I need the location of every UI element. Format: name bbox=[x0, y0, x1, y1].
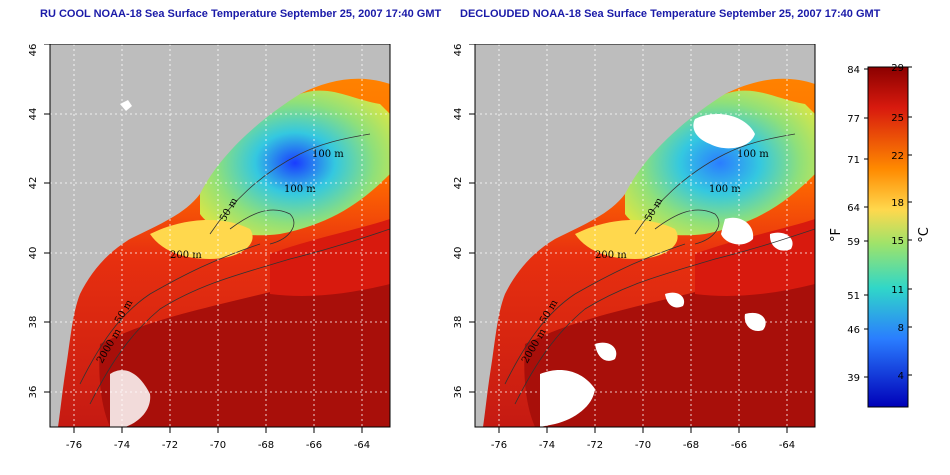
left-sst-map: 100 m 100 m 50 m 200 m 50 m 2000 m -76 -… bbox=[0, 44, 400, 464]
shelf-warm-water bbox=[575, 219, 678, 259]
cloud-patch bbox=[665, 292, 685, 308]
lat-tick-label: 36 bbox=[28, 386, 39, 399]
y-tick-marks bbox=[469, 44, 475, 393]
lat-tick-label: 42 bbox=[28, 177, 39, 190]
lat-tick-label: 44 bbox=[453, 108, 464, 121]
x-tick-marks bbox=[498, 427, 788, 433]
celsius-tick-label: 8 bbox=[898, 323, 904, 334]
lon-tick-label: -74 bbox=[539, 440, 555, 451]
lon-tick-label: -66 bbox=[731, 440, 747, 451]
lat-tick-label: 42 bbox=[453, 177, 464, 190]
land-mass bbox=[475, 44, 815, 427]
colorbar-gradient bbox=[867, 66, 909, 408]
left-panel-title: RU COOL NOAA-18 Sea Surface Temperature … bbox=[40, 8, 442, 20]
lon-tick-label: -76 bbox=[491, 440, 507, 451]
lon-tick-label: -74 bbox=[114, 440, 130, 451]
lat-tick-label: 46 bbox=[453, 44, 464, 56]
celsius-tick-label: 22 bbox=[891, 151, 904, 162]
warm-water-patch bbox=[270, 219, 390, 296]
lat-tick-label: 38 bbox=[28, 316, 39, 329]
cloud-patch bbox=[110, 370, 151, 427]
lat-tick-label: 36 bbox=[453, 386, 464, 399]
lon-tick-label: -72 bbox=[587, 440, 603, 451]
lat-tick-label: 38 bbox=[453, 316, 464, 329]
contour-label-200m: 200 m bbox=[595, 250, 627, 261]
celsius-tick-label: 18 bbox=[891, 198, 904, 209]
x-tick-marks bbox=[73, 427, 363, 433]
fahrenheit-tick-label: 46 bbox=[847, 325, 860, 336]
celsius-unit-label: °C bbox=[917, 227, 932, 243]
celsius-tick-label: 15 bbox=[891, 236, 904, 247]
y-tick-marks bbox=[44, 44, 50, 393]
land-mass bbox=[50, 44, 390, 427]
cloud-patch bbox=[120, 100, 132, 111]
fahrenheit-tick-label: 84 bbox=[847, 65, 860, 76]
fahrenheit-tick-label: 77 bbox=[847, 114, 860, 125]
lon-tick-label: -76 bbox=[66, 440, 82, 451]
lat-tick-label: 44 bbox=[28, 108, 39, 121]
right-panel-title: DECLOUDED NOAA-18 Sea Surface Temperatur… bbox=[460, 8, 881, 20]
contour-label-100m: 100 m bbox=[284, 184, 316, 195]
cloud-patch bbox=[595, 342, 617, 361]
contour-label-100m: 100 m bbox=[709, 184, 741, 195]
fahrenheit-tick-label: 39 bbox=[847, 373, 860, 384]
gulf-stream-region bbox=[524, 259, 815, 427]
celsius-tick-label: 25 bbox=[891, 113, 904, 124]
gulf-stream-region bbox=[99, 259, 390, 427]
fahrenheit-tick-label: 59 bbox=[847, 237, 860, 248]
lon-tick-label: -68 bbox=[683, 440, 699, 451]
fahrenheit-unit-label: °F bbox=[829, 228, 844, 242]
cloud-patch bbox=[721, 217, 754, 245]
shelf-warm-water bbox=[150, 219, 253, 259]
bathymetry-contours bbox=[504, 133, 815, 405]
right-sst-map: 100 m 100 m 50 m 200 m 50 m 2000 m -76 -… bbox=[425, 44, 825, 464]
lon-tick-label: -68 bbox=[258, 440, 274, 451]
contour-label-100m: 100 m bbox=[737, 149, 769, 160]
contour-label-100m: 100 m bbox=[312, 149, 344, 160]
fahrenheit-tick-label: 51 bbox=[847, 291, 860, 302]
lat-tick-label: 40 bbox=[28, 247, 39, 260]
fahrenheit-tick-marks bbox=[864, 68, 868, 378]
cloud-patch bbox=[693, 114, 755, 149]
celsius-tick-label: 11 bbox=[891, 285, 904, 296]
lon-tick-label: -66 bbox=[306, 440, 322, 451]
cloud-patch bbox=[769, 232, 793, 251]
lat-tick-label: 46 bbox=[28, 44, 39, 56]
map-frame bbox=[474, 44, 816, 428]
fahrenheit-tick-label: 71 bbox=[847, 155, 860, 166]
map-frame bbox=[49, 44, 391, 428]
lat-tick-label: 40 bbox=[453, 247, 464, 260]
temperature-colorbar: 84 77 71 64 59 51 46 39 29 25 22 18 15 1… bbox=[820, 55, 945, 420]
fahrenheit-tick-label: 64 bbox=[847, 203, 860, 214]
contour-label-200m: 200 m bbox=[170, 250, 202, 261]
lon-tick-label: -70 bbox=[210, 440, 226, 451]
celsius-tick-label: 4 bbox=[898, 371, 904, 382]
lon-tick-label: -72 bbox=[162, 440, 178, 451]
graticule bbox=[475, 44, 815, 427]
lon-tick-label: -64 bbox=[354, 440, 370, 451]
celsius-tick-label: 29 bbox=[891, 63, 904, 74]
graticule bbox=[50, 44, 390, 427]
lon-tick-label: -64 bbox=[779, 440, 795, 451]
lon-tick-label: -70 bbox=[635, 440, 651, 451]
cloud-patch bbox=[540, 369, 595, 427]
celsius-tick-marks bbox=[908, 66, 912, 376]
